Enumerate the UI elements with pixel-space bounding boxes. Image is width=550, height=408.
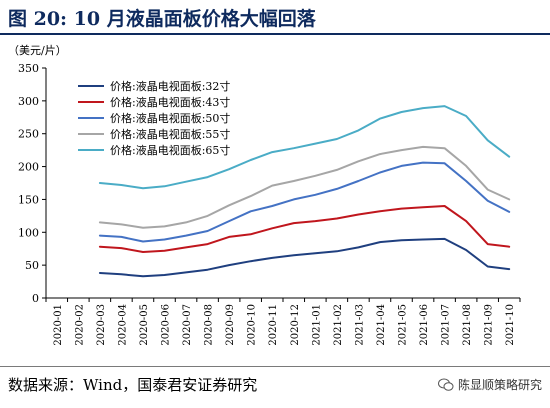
x-tick-label: 2021-01 — [311, 304, 322, 346]
legend-item-2: 价格:液晶电视面板:43寸 — [78, 95, 230, 109]
footer-divider — [0, 366, 550, 367]
x-tick-label: 2020-04 — [117, 304, 128, 346]
legend-label: 价格:液晶电视面板:50寸 — [110, 111, 230, 125]
legend-item-4: 价格:液晶电视面板:55寸 — [78, 127, 230, 141]
line-chart: （美元/片） 0 50 100 150 200 250 300 350 2020-01 2020-0… — [8, 44, 521, 346]
x-tick-label: 2021-06 — [419, 304, 430, 346]
x-tick-label: 2020-06 — [161, 304, 172, 346]
legend-item-5: 价格:液晶电视面板:65寸 — [78, 143, 230, 157]
x-tick-label: 2021-03 — [354, 304, 365, 346]
legend-label: 价格:液晶电视面板:55寸 — [110, 127, 230, 141]
y-tick-label: 150 — [18, 193, 39, 206]
watermark: 陈显顺策略研究 — [437, 376, 542, 393]
series-line-4 — [98, 145, 511, 229]
legend-item-1: 价格:液晶电视面板:32寸 — [78, 79, 230, 93]
watermark-text: 陈显顺策略研究 — [457, 378, 542, 392]
x-tick-label: 2020-03 — [96, 304, 107, 346]
chart-legend: 价格:液晶电视面板:32寸价格:液晶电视面板:43寸价格:液晶电视面板:50寸价… — [78, 79, 230, 157]
wechat-icon — [437, 378, 454, 391]
y-tick-label: 350 — [18, 62, 39, 75]
x-tick-label: 2021-04 — [376, 304, 387, 346]
title-divider — [0, 33, 550, 35]
figure-title: 图 20: 10 月液晶面板价格大幅回落 — [8, 8, 316, 30]
x-tick-label: 2020-08 — [204, 304, 215, 346]
y-tick-label: 0 — [32, 292, 39, 305]
y-tick-label: 50 — [25, 259, 39, 272]
y-tick-label: 300 — [18, 95, 39, 108]
legend-label: 价格:液晶电视面板:32寸 — [110, 79, 230, 93]
legend-item-3: 价格:液晶电视面板:50寸 — [78, 111, 230, 125]
y-axis-unit-label: （美元/片） — [8, 44, 67, 57]
data-source-note: 数据来源：Wind，国泰君安证券研究 — [8, 376, 258, 394]
x-tick-label: 2020-07 — [182, 304, 193, 346]
x-tick-label: 2020-09 — [225, 304, 236, 346]
chart-series — [98, 105, 511, 278]
legend-label: 价格:液晶电视面板:43寸 — [110, 95, 230, 109]
series-line-2 — [98, 205, 511, 253]
x-tick-label: 2021-07 — [441, 304, 452, 346]
series-line-3 — [98, 161, 511, 243]
figure-header: 图 20: 10 月液晶面板价格大幅回落 — [0, 0, 550, 35]
x-tick-label: 2021-05 — [398, 304, 409, 346]
x-tick-label: 2021-08 — [462, 304, 473, 346]
series-line-5 — [98, 105, 511, 190]
x-tick-label: 2020-11 — [268, 304, 279, 346]
x-tick-label: 2020-10 — [247, 304, 258, 346]
x-tick-label: 2020-02 — [74, 304, 85, 346]
x-tick-label: 2020-01 — [53, 304, 64, 346]
legend-label: 价格:液晶电视面板:65寸 — [110, 143, 230, 157]
x-tick-label: 2021-02 — [333, 304, 344, 346]
x-tick-label: 2020-05 — [139, 304, 150, 346]
chart-axes: （美元/片） 0 50 100 150 200 250 300 350 2020-01 2020-0… — [8, 44, 521, 346]
y-tick-label: 200 — [18, 161, 39, 174]
y-tick-label: 250 — [18, 128, 39, 141]
series-line-1 — [98, 237, 511, 278]
x-tick-label: 2020-12 — [290, 304, 301, 346]
y-tick-label: 100 — [18, 226, 39, 239]
x-tick-label: 2021-10 — [505, 304, 516, 346]
x-tick-label: 2021-09 — [484, 304, 495, 346]
